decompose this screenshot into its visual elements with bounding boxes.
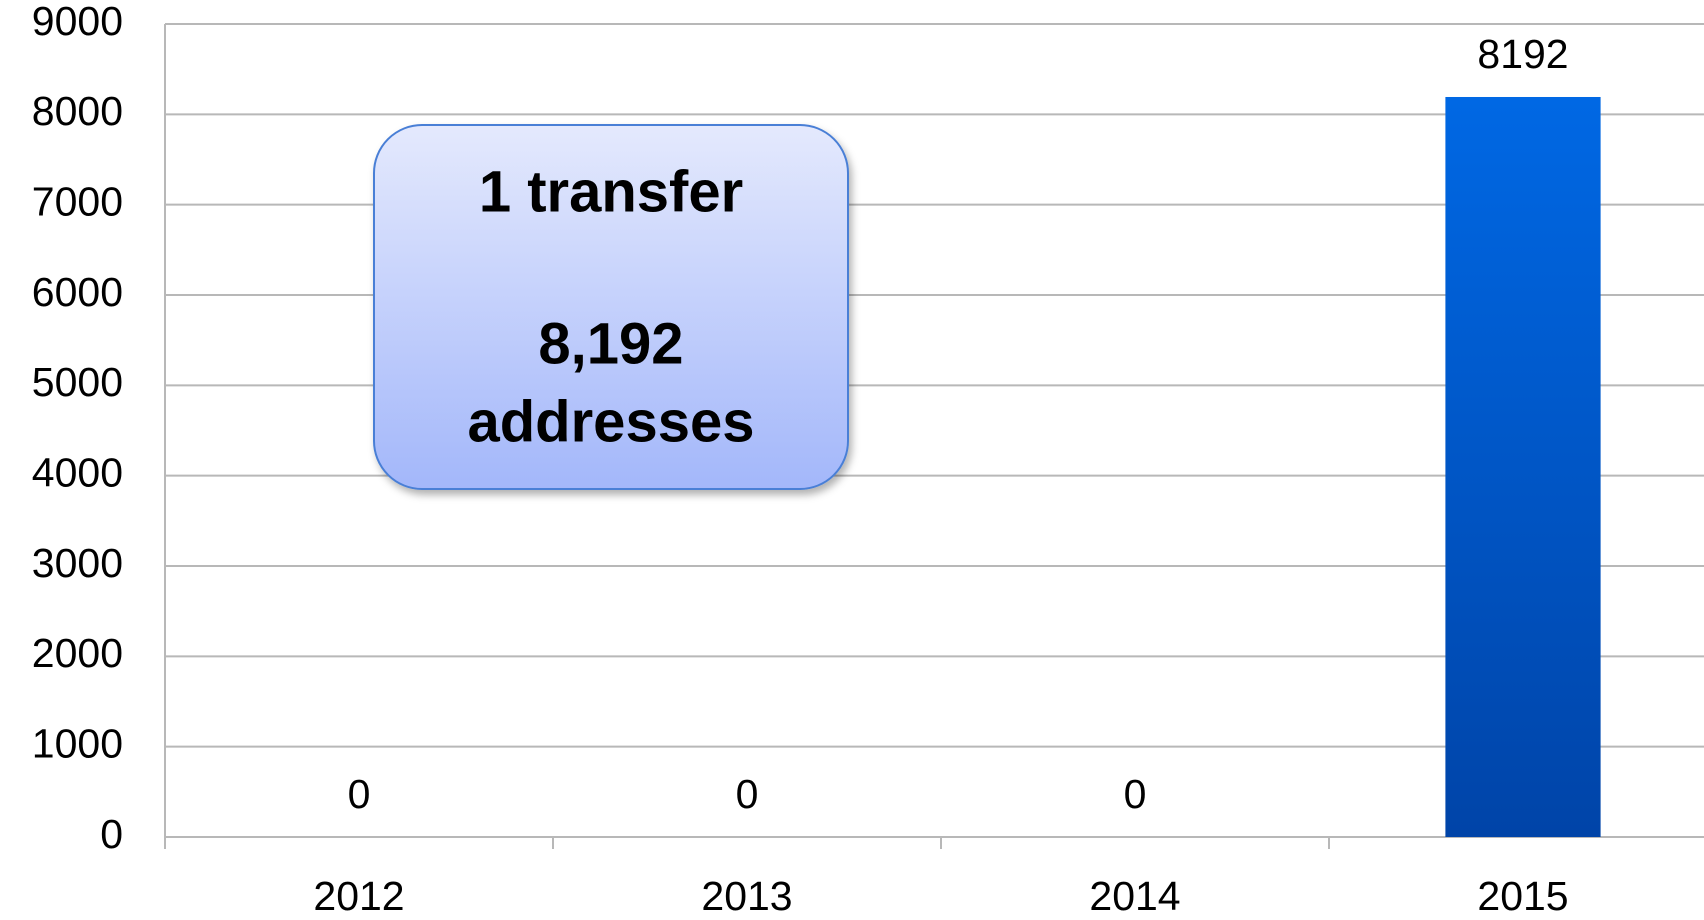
data-label: 0 bbox=[1124, 771, 1147, 817]
x-tick-label: 2015 bbox=[1477, 873, 1568, 919]
y-tick-label: 1000 bbox=[32, 720, 123, 766]
x-tick-label: 2014 bbox=[1089, 873, 1180, 919]
x-tick-label: 2013 bbox=[701, 873, 792, 919]
y-tick-label: 3000 bbox=[32, 540, 123, 586]
data-label: 0 bbox=[348, 771, 371, 817]
data-label: 8192 bbox=[1477, 31, 1568, 77]
y-tick-label: 4000 bbox=[32, 449, 123, 495]
y-tick-label: 2000 bbox=[32, 630, 123, 676]
y-tick-label: 8000 bbox=[32, 88, 123, 134]
data-label: 0 bbox=[736, 771, 759, 817]
x-tick-label: 2012 bbox=[313, 873, 404, 919]
y-tick-label: 6000 bbox=[32, 269, 123, 315]
y-tick-label: 9000 bbox=[32, 0, 123, 44]
bar bbox=[1445, 96, 1601, 838]
y-tick-label: 5000 bbox=[32, 359, 123, 405]
annotation-text: 1 transfer bbox=[479, 159, 743, 224]
annotation-box bbox=[373, 124, 849, 490]
annotation-text: addresses bbox=[468, 389, 755, 454]
y-tick-label: 0 bbox=[100, 811, 123, 857]
y-tick-label: 7000 bbox=[32, 178, 123, 224]
annotation-text: 8,192 bbox=[538, 311, 683, 376]
annotation: 1 transfer 8,192 addresses bbox=[373, 124, 849, 490]
